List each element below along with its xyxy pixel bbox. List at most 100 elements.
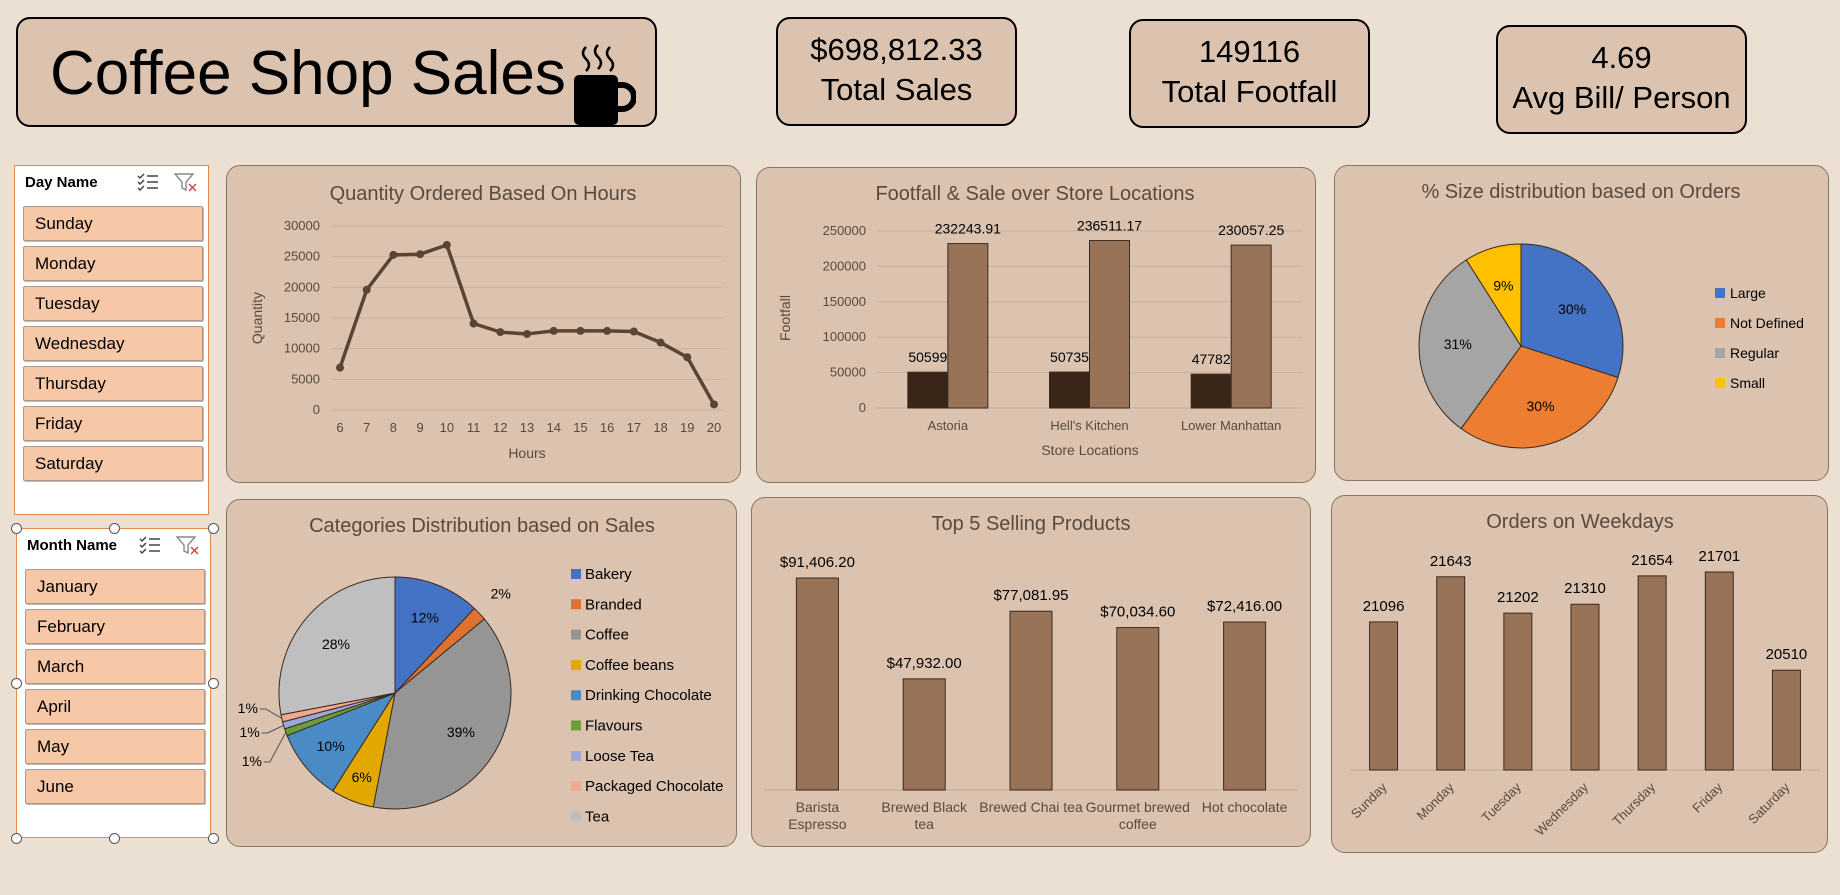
y-tick-label: 10000 [284, 341, 320, 356]
coffee-cup-icon [574, 44, 636, 125]
y-tick-label: 0 [313, 402, 320, 417]
data-label: 1% [239, 724, 259, 740]
data-label: 9% [1493, 277, 1513, 293]
day-slicer-item-saturday[interactable]: Saturday [23, 446, 203, 481]
day-slicer-item-sunday[interactable]: Sunday [23, 206, 203, 241]
bar [902, 678, 946, 791]
x-tick-label: Saturday [1745, 779, 1793, 827]
day-slicer-item-thursday[interactable]: Thursday [23, 366, 203, 401]
legend-label: Flavours [585, 718, 643, 735]
legend-label: Packaged Chocolate [585, 778, 723, 795]
data-point [603, 326, 612, 335]
clear-filter-icon[interactable] [173, 172, 198, 192]
size-distribution-chart-panel: % Size distribution based on Orders 30% 30… [1334, 165, 1829, 481]
data-point [549, 326, 558, 335]
hours-line-chart: Quantity Ordered Based On Hours 0 5000 1000… [249, 183, 722, 461]
month-slicer-item-january[interactable]: January [25, 569, 205, 604]
store-location-bar-chart: Footfall & Sale over Store Locations 0 500… [777, 183, 1302, 458]
month-name-slicer[interactable]: Month Name January February March April May J… [16, 528, 211, 838]
multi-select-icon[interactable] [136, 172, 160, 192]
pie-slice [1465, 243, 1522, 348]
kpi-total-sales: $698,812.33 Total Sales [776, 17, 1017, 126]
legend-swatch [571, 599, 581, 610]
legend-swatch [571, 811, 581, 822]
category-distribution-chart-panel: Categories Distribution based on Sales 12… [226, 499, 737, 847]
day-slicer-item-wednesday[interactable]: Wednesday [23, 326, 203, 361]
x-tick-label: Astoria [928, 418, 969, 433]
legend-swatch [571, 720, 581, 731]
y-axis-label: Quantity [249, 292, 265, 344]
month-slicer-item-april[interactable]: April [25, 689, 205, 724]
resize-handle[interactable] [109, 523, 120, 534]
legend-label: Regular [1730, 345, 1779, 361]
data-label: 21096 [1363, 598, 1405, 615]
resize-handle[interactable] [11, 833, 22, 844]
y-tick-label: 15000 [284, 310, 320, 325]
top-products-bar-chart: Top 5 Selling Products $91,406.20 BaristaE… [764, 513, 1298, 832]
resize-handle[interactable] [11, 678, 22, 689]
resize-handle[interactable] [208, 678, 219, 689]
resize-handle[interactable] [208, 833, 219, 844]
bar [1190, 373, 1232, 409]
day-name-slicer[interactable]: Day Name Sunday Monday Tuesday Wednesday Thu… [14, 165, 209, 515]
kpi-total-footfall-label: Total Footfall [1161, 74, 1338, 109]
x-tick-label: 7 [363, 420, 370, 435]
data-label: 21701 [1698, 548, 1740, 565]
data-label: 12% [411, 610, 439, 626]
data-point [336, 363, 344, 372]
bar [1089, 240, 1130, 409]
x-tick-label: 6 [336, 420, 343, 435]
resize-handle[interactable] [208, 523, 219, 534]
data-label: 30% [1558, 301, 1586, 317]
legend-swatch [571, 659, 581, 670]
data-label: 6% [352, 769, 372, 785]
data-label: $47,932.00 [887, 655, 962, 672]
data-point [362, 285, 371, 294]
x-axis-label: Store Locations [1041, 442, 1138, 458]
y-tick-label: 5000 [291, 371, 320, 386]
resize-handle[interactable] [11, 523, 22, 534]
x-tick-label: 9 [417, 420, 424, 435]
pie-slice [278, 576, 396, 716]
data-point [683, 353, 692, 362]
weekday-orders-bar-chart: Orders on Weekdays 21096 Sunday 21643 Monday… [1348, 511, 1820, 839]
data-point [496, 328, 505, 337]
bar [1049, 371, 1090, 409]
kpi-avg-bill: 4.69 Avg Bill/ Person [1496, 25, 1747, 134]
data-point [523, 329, 531, 338]
data-label: 21643 [1430, 553, 1472, 570]
x-tick-label: 17 [627, 420, 641, 435]
data-label: 230057.25 [1218, 222, 1284, 238]
month-slicer-item-may[interactable]: May [25, 729, 205, 764]
chart-title: Categories Distribution based on Sales [309, 515, 655, 537]
top-products-chart-panel: Top 5 Selling Products $91,406.20 Barista E… [751, 497, 1311, 847]
x-tick-label: 8 [390, 420, 397, 435]
month-slicer-item-june[interactable]: June [25, 769, 205, 804]
data-point [389, 250, 398, 259]
multi-select-icon[interactable] [138, 535, 162, 555]
data-label: 236511.17 [1077, 218, 1142, 234]
data-label: 30% [1527, 398, 1555, 414]
series-line [338, 243, 716, 406]
day-slicer-item-friday[interactable]: Friday [23, 406, 203, 441]
legend-swatch [1715, 378, 1725, 388]
data-label: 21654 [1631, 552, 1673, 569]
chart-title: % Size distribution based on Orders [1421, 181, 1740, 203]
y-axis-label: Footfall [777, 295, 793, 341]
legend-label: Drinking Chocolate [585, 687, 712, 704]
month-slicer-item-march[interactable]: March [25, 649, 205, 684]
month-slicer-item-february[interactable]: February [25, 609, 205, 644]
resize-handle[interactable] [109, 833, 120, 844]
kpi-total-sales-label: Total Sales [820, 72, 973, 107]
x-tick-label: 13 [520, 420, 534, 435]
data-label: $77,081.95 [993, 587, 1068, 604]
x-tick-label: 14 [546, 420, 560, 435]
data-label: 21202 [1497, 589, 1539, 606]
kpi-total-footfall: 149116 Total Footfall [1129, 19, 1370, 128]
day-slicer-item-monday[interactable]: Monday [23, 246, 203, 281]
day-slicer-item-tuesday[interactable]: Tuesday [23, 286, 203, 321]
legend-swatch [571, 750, 581, 761]
clear-filter-icon[interactable] [175, 535, 200, 555]
bar [1436, 576, 1466, 771]
x-tick-label: Thursday [1609, 779, 1658, 828]
